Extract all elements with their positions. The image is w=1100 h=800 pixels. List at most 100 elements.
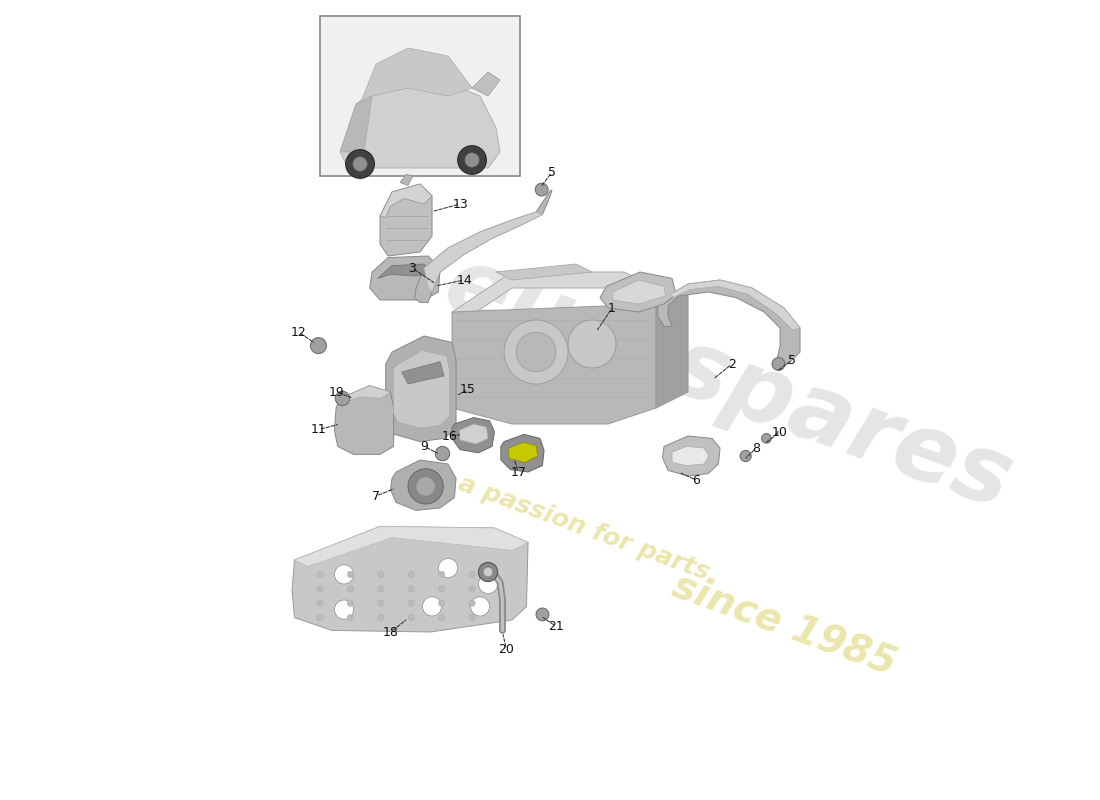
Polygon shape [415, 190, 552, 302]
Text: 11: 11 [310, 423, 327, 436]
Polygon shape [340, 386, 390, 402]
Polygon shape [672, 446, 708, 466]
Polygon shape [400, 174, 412, 186]
Polygon shape [460, 424, 488, 444]
Circle shape [436, 446, 450, 461]
Text: 14: 14 [456, 274, 472, 286]
Circle shape [439, 600, 444, 606]
Bar [320, 16, 520, 176]
Circle shape [348, 614, 354, 621]
Text: 10: 10 [772, 426, 788, 438]
Circle shape [317, 600, 323, 606]
Polygon shape [656, 288, 689, 408]
Text: 18: 18 [383, 626, 398, 638]
Circle shape [317, 586, 323, 592]
Text: 8: 8 [752, 442, 760, 454]
Circle shape [348, 586, 354, 592]
Circle shape [761, 434, 771, 443]
Circle shape [478, 574, 497, 594]
Circle shape [740, 450, 751, 462]
Text: 6: 6 [692, 474, 700, 486]
Circle shape [408, 586, 415, 592]
Circle shape [568, 320, 616, 368]
Text: 15: 15 [460, 383, 476, 396]
Text: 5: 5 [788, 354, 796, 366]
Circle shape [317, 571, 323, 578]
Circle shape [416, 477, 436, 496]
Polygon shape [452, 418, 495, 453]
Circle shape [348, 600, 354, 606]
Polygon shape [360, 48, 472, 104]
Polygon shape [452, 304, 656, 424]
Polygon shape [340, 96, 372, 152]
Text: 13: 13 [452, 198, 468, 210]
Polygon shape [671, 280, 800, 330]
Circle shape [469, 571, 475, 578]
Text: 16: 16 [442, 430, 458, 442]
Polygon shape [390, 460, 456, 510]
Polygon shape [613, 280, 666, 304]
Polygon shape [452, 272, 656, 320]
Text: 12: 12 [290, 326, 306, 338]
Circle shape [336, 391, 350, 406]
Circle shape [310, 338, 327, 354]
Polygon shape [509, 442, 538, 462]
Polygon shape [496, 264, 592, 280]
Text: 19: 19 [328, 386, 344, 398]
Circle shape [377, 614, 384, 621]
Text: 21: 21 [548, 620, 564, 633]
Text: eurospares: eurospares [431, 238, 1024, 530]
Polygon shape [402, 362, 444, 384]
Text: 20: 20 [498, 643, 515, 656]
Circle shape [439, 558, 458, 578]
Circle shape [334, 600, 354, 619]
Circle shape [408, 571, 415, 578]
Circle shape [377, 571, 384, 578]
Polygon shape [425, 212, 542, 292]
Circle shape [317, 614, 323, 621]
Circle shape [408, 614, 415, 621]
Circle shape [348, 571, 354, 578]
Circle shape [471, 597, 490, 616]
Text: 1: 1 [608, 302, 616, 314]
Polygon shape [340, 80, 500, 168]
Polygon shape [658, 280, 800, 364]
Circle shape [458, 146, 486, 174]
Text: 9: 9 [420, 440, 428, 453]
Text: 3: 3 [408, 262, 416, 274]
Text: a passion for parts: a passion for parts [455, 471, 713, 585]
Text: 7: 7 [372, 490, 381, 502]
Circle shape [408, 600, 415, 606]
Circle shape [334, 565, 354, 584]
Text: 5: 5 [548, 166, 557, 178]
Circle shape [536, 183, 548, 196]
Polygon shape [295, 526, 528, 566]
Circle shape [439, 614, 444, 621]
Polygon shape [370, 256, 440, 300]
Polygon shape [386, 336, 456, 442]
Polygon shape [662, 436, 720, 476]
Circle shape [439, 571, 444, 578]
Polygon shape [381, 184, 432, 218]
Circle shape [469, 586, 475, 592]
Polygon shape [601, 272, 676, 312]
Circle shape [469, 614, 475, 621]
Circle shape [422, 597, 442, 616]
Polygon shape [293, 526, 528, 632]
Polygon shape [472, 72, 500, 96]
Circle shape [504, 320, 568, 384]
Circle shape [478, 562, 497, 582]
Circle shape [408, 469, 443, 504]
Text: 17: 17 [510, 466, 527, 478]
Circle shape [345, 150, 374, 178]
Circle shape [353, 157, 367, 171]
Circle shape [377, 600, 384, 606]
Text: 2: 2 [728, 358, 736, 370]
Circle shape [439, 586, 444, 592]
Circle shape [772, 358, 785, 370]
Polygon shape [500, 434, 544, 472]
Polygon shape [381, 184, 432, 256]
Polygon shape [377, 264, 432, 278]
Circle shape [483, 567, 493, 577]
Circle shape [536, 608, 549, 621]
